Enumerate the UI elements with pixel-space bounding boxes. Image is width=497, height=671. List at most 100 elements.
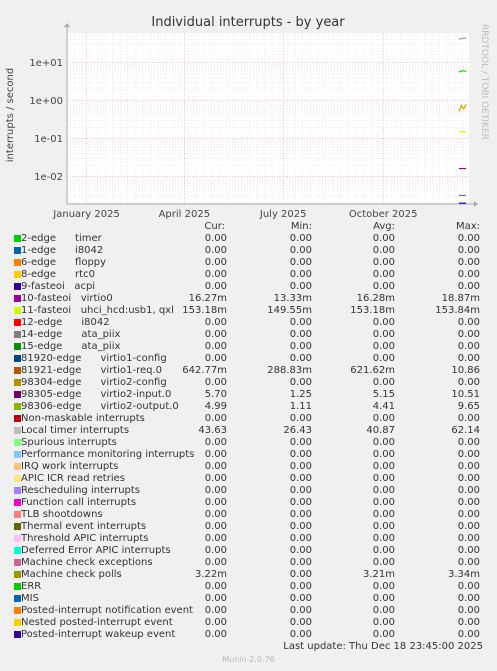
legend-swatch — [14, 451, 21, 458]
legend-row: 15-edge ata_piix 0.00 0.00 0.00 0.00 — [0, 341, 497, 353]
legend-value-cur: 0.00 — [204, 533, 227, 544]
legend-value-avg: 0.00 — [372, 461, 395, 472]
legend-value-max: 0.00 — [457, 341, 480, 352]
y-tick-label: 1e+01 — [29, 58, 63, 69]
legend-label: 12-edge i8042 — [21, 317, 110, 328]
legend-value-min: 0.00 — [289, 353, 312, 364]
legend-swatch — [14, 295, 21, 302]
legend-row: ERR 0.00 0.00 0.00 0.00 — [0, 581, 497, 593]
legend-row: Deferred Error APIC interrupts 0.00 0.00 0.… — [0, 545, 497, 557]
legend-value-max: 0.00 — [457, 329, 480, 340]
legend-value-avg: 0.00 — [372, 533, 395, 544]
legend-row: Threshold APIC interrupts 0.00 0.00 0.00 0.0… — [0, 533, 497, 545]
legend-value-min: 0.00 — [289, 257, 312, 268]
legend-value-min: 13.33m — [273, 293, 312, 304]
legend-value-cur: 0.00 — [204, 617, 227, 628]
legend-value-cur: 0.00 — [204, 269, 227, 280]
legend-value-min: 0.00 — [289, 617, 312, 628]
legend-row: 14-edge ata_piix 0.00 0.00 0.00 0.00 — [0, 329, 497, 341]
legend-label: Machine check exceptions — [21, 557, 153, 568]
legend-row: Local timer interrupts 43.63 26.43 40.87 62.… — [0, 425, 497, 437]
series-line — [458, 37, 467, 40]
legend-value-max: 0.00 — [457, 545, 480, 556]
legend-header-min: Min: — [290, 221, 312, 232]
legend-swatch — [14, 463, 21, 470]
legend-swatch — [14, 319, 21, 326]
legend-swatch — [14, 235, 21, 242]
legend-label: Posted-interrupt notification event — [21, 605, 193, 616]
plot-area — [67, 33, 469, 204]
legend-value-avg: 0.00 — [372, 413, 395, 424]
series-line — [458, 70, 467, 73]
legend-value-avg: 0.00 — [372, 581, 395, 592]
legend-value-cur: 0.00 — [204, 485, 227, 496]
legend-label: 6-edge floppy — [21, 257, 107, 268]
legend-swatch — [14, 559, 21, 566]
legend-row: 12-edge i8042 0.00 0.00 0.00 0.00 — [0, 317, 497, 329]
x-tick-label: October 2025 — [349, 209, 418, 220]
legend-label: Threshold APIC interrupts — [21, 533, 149, 544]
legend-swatch — [14, 595, 21, 602]
axis-ticks: 1e+01 1e+00 1e-01 1e-02 January 2025 April 20… — [29, 23, 478, 220]
legend-value-min: 0.00 — [289, 521, 312, 532]
legend-value-min: 0.00 — [289, 245, 312, 256]
legend-row: Posted-interrupt wakeup event 0.00 0.00 0.0… — [0, 629, 497, 641]
legend-label: Performance monitoring interrupts — [21, 449, 195, 460]
legend-value-max: 0.00 — [457, 269, 480, 280]
legend-value-avg: 0.00 — [372, 281, 395, 292]
legend-value-cur: 0.00 — [204, 413, 227, 424]
grid — [66, 33, 469, 204]
legend-value-max: 0.00 — [457, 593, 480, 604]
legend-value-max: 0.00 — [457, 533, 480, 544]
legend-value-max: 0.00 — [457, 245, 480, 256]
legend-value-cur: 0.00 — [204, 605, 227, 616]
legend-swatch — [14, 499, 21, 506]
legend-header-max: Max: — [455, 221, 480, 232]
legend-label: Rescheduling interrupts — [21, 485, 141, 496]
legend-value-cur: 0.00 — [204, 233, 227, 244]
legend-value-avg: 5.15 — [372, 389, 395, 400]
legend-value-cur: 4.99 — [204, 401, 227, 412]
legend-swatch — [14, 259, 21, 266]
legend-row: Machine check exceptions 0.00 0.00 0.00 0.00 — [0, 557, 497, 569]
legend-value-cur: 0.00 — [204, 449, 227, 460]
legend-value-min: 0.00 — [289, 329, 312, 340]
legend-swatch — [14, 571, 21, 578]
legend-row: IRQ work interrupts 0.00 0.00 0.00 0.00 — [0, 461, 497, 473]
legend-row: Non-maskable interrupts 0.00 0.00 0.00 0.00 — [0, 413, 497, 425]
legend-swatch — [14, 619, 21, 626]
legend-value-cur: 3.22m — [194, 569, 227, 580]
legend-value-min: 0.00 — [289, 413, 312, 424]
legend-label: Thermal event interrupts — [21, 521, 147, 532]
legend-label: Local timer interrupts — [21, 425, 130, 436]
legend-value-avg: 0.00 — [372, 473, 395, 484]
legend-value-avg: 3.21m — [362, 569, 395, 580]
legend-value-cur: 0.00 — [204, 257, 227, 268]
legend-label: 14-edge ata_piix — [21, 329, 121, 340]
legend-value-max: 0.00 — [457, 521, 480, 532]
legend-value-min: 288.83m — [267, 365, 312, 376]
legend-value-min: 0.00 — [289, 449, 312, 460]
legend-value-cur: 0.00 — [204, 509, 227, 520]
legend-value-min: 0.00 — [289, 557, 312, 568]
legend-value-max: 0.00 — [457, 497, 480, 508]
legend-value-min: 0.00 — [289, 581, 312, 592]
legend-label: TLB shootdowns — [21, 509, 103, 520]
legend-value-cur: 0.00 — [204, 317, 227, 328]
legend-value-max: 0.00 — [457, 413, 480, 424]
legend-row: 2-edge timer 0.00 0.00 0.00 0.00 — [0, 233, 497, 245]
legend-swatch — [14, 391, 21, 398]
legend-value-cur: 0.00 — [204, 245, 227, 256]
legend-value-max: 0.00 — [457, 233, 480, 244]
legend-label: 81920-edge virtio1-config — [21, 353, 167, 364]
legend-row: 98306-edge virtio2-output.0 4.99 1.11 4.41 9… — [0, 401, 497, 413]
legend-label: 98304-edge virtio2-config — [21, 377, 167, 388]
legend-value-cur: 0.00 — [204, 581, 227, 592]
legend-value-min: 0.00 — [289, 485, 312, 496]
legend-label: Function call interrupts — [21, 497, 137, 508]
legend-value-min: 0.00 — [289, 473, 312, 484]
legend-value-max: 10.51 — [451, 389, 480, 400]
legend-row: 98304-edge virtio2-config 0.00 0.00 0.00 0.0… — [0, 377, 497, 389]
legend-value-avg: 4.41 — [372, 401, 395, 412]
legend-swatch — [14, 583, 21, 590]
